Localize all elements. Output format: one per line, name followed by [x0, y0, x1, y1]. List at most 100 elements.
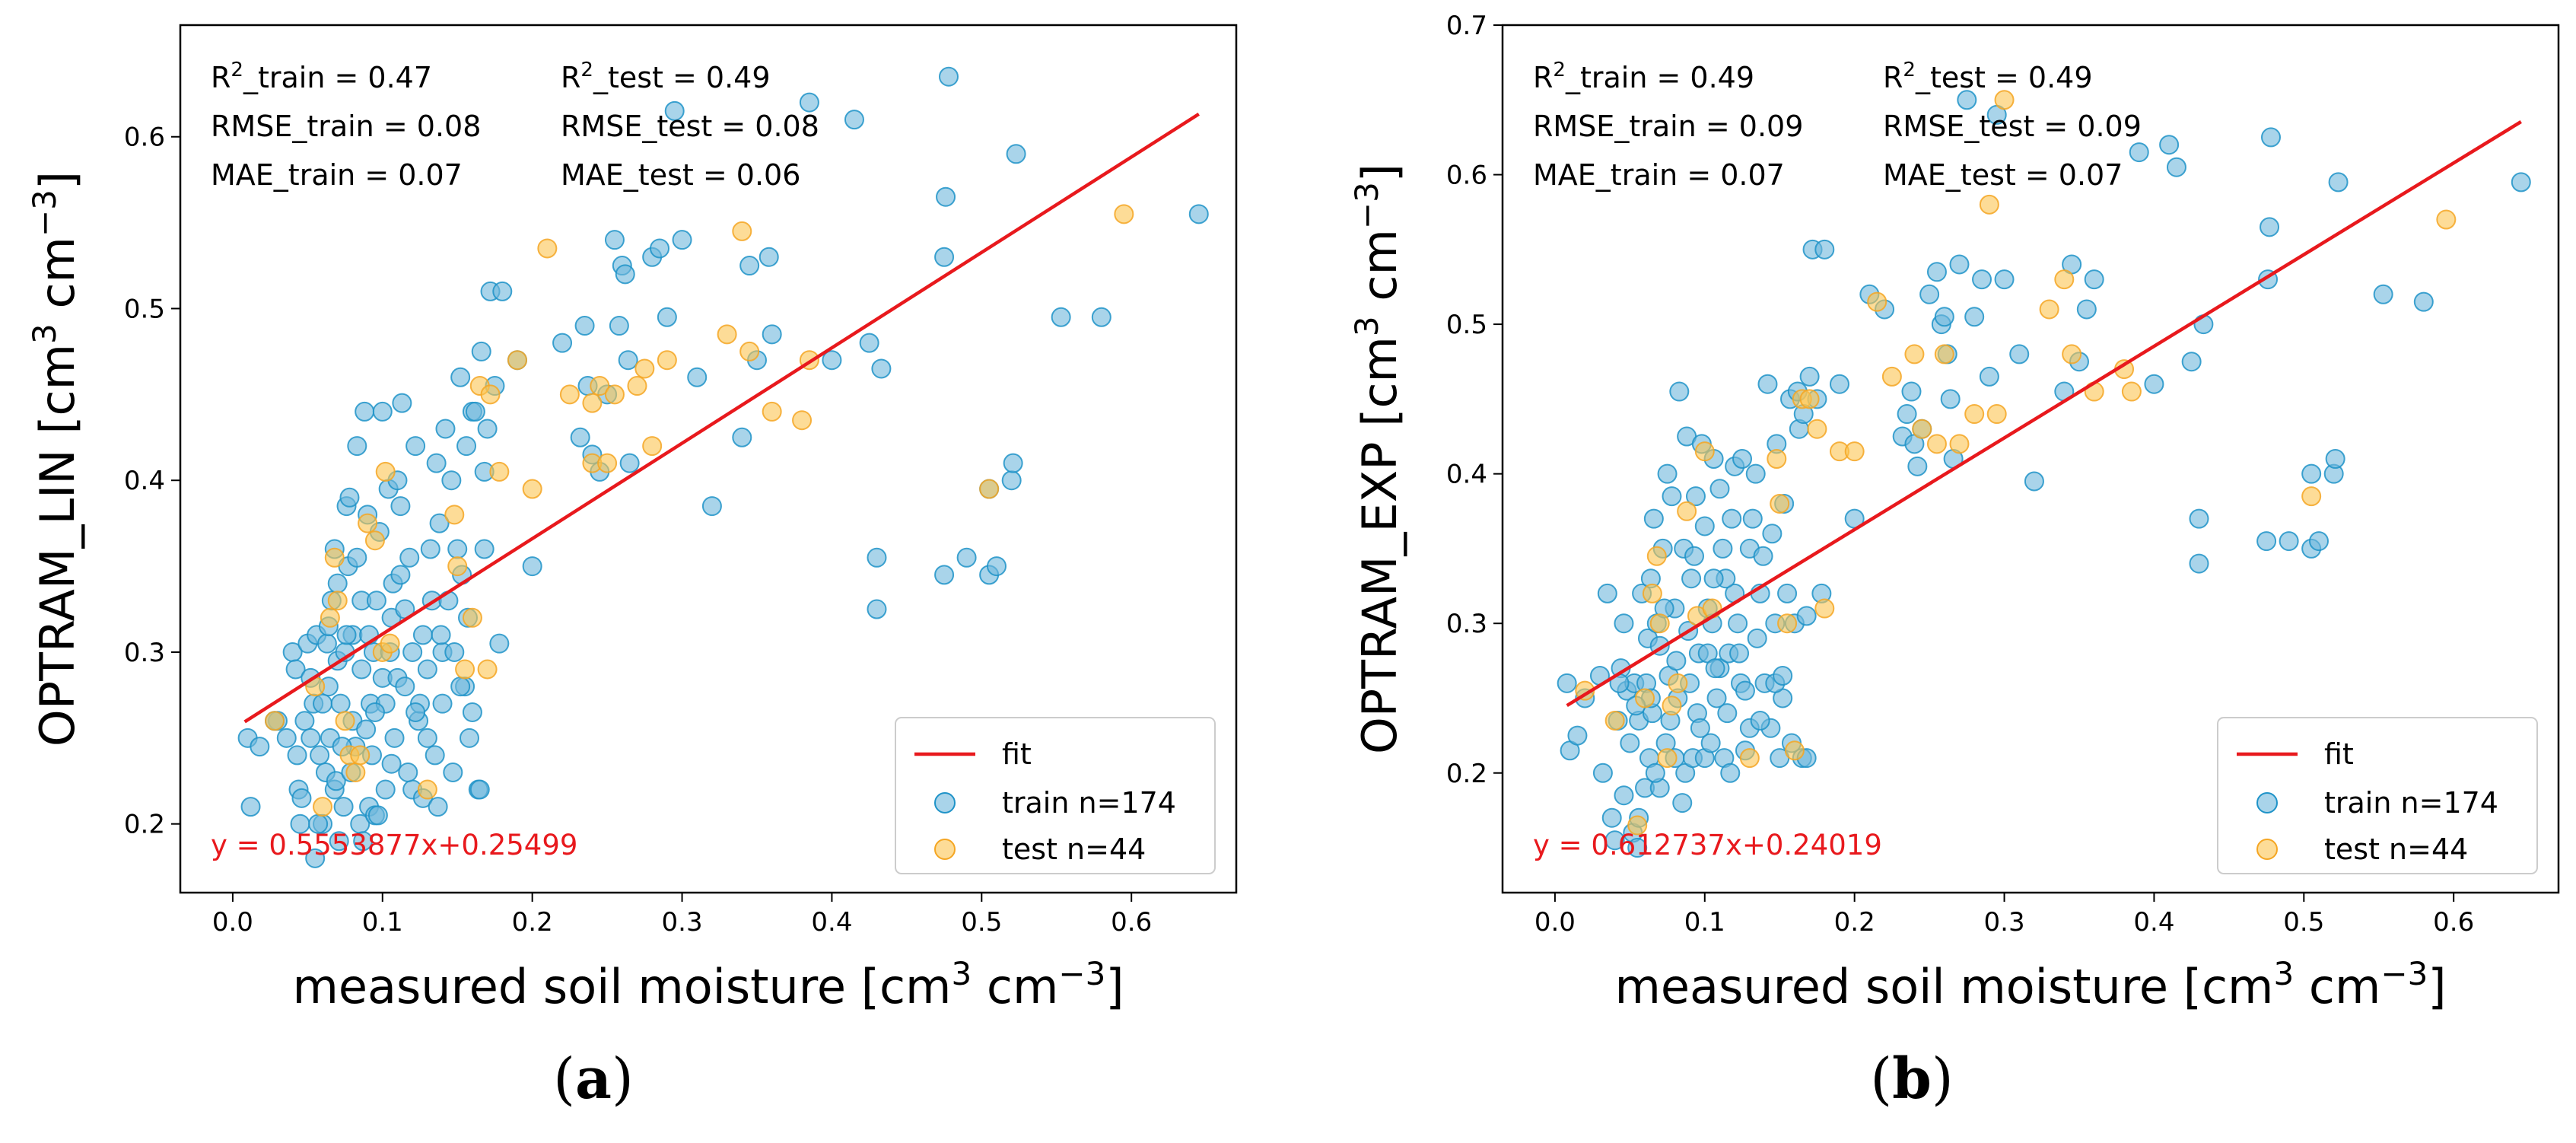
train-point: [1091, 307, 1111, 327]
train-point: [1557, 673, 1577, 693]
train-point: [444, 642, 465, 662]
test-point: [979, 479, 1000, 499]
x-axis-label: measured soil moisture [cm3 cm−3]: [292, 955, 1124, 1014]
train-point: [1957, 90, 1977, 110]
test-point: [1979, 194, 1999, 215]
train-point: [1799, 366, 1820, 387]
train-point: [1814, 239, 1835, 259]
test-point: [327, 591, 348, 611]
train-point: [1681, 568, 1702, 589]
test-point: [1668, 673, 1688, 693]
x-tick-label: 0.1: [1684, 907, 1725, 938]
train-point: [552, 333, 573, 353]
train-point: [310, 745, 330, 766]
train-point: [570, 427, 590, 447]
train-point: [375, 779, 396, 800]
stat-line: RMSE_train = 0.08: [211, 110, 481, 143]
train-point: [356, 719, 377, 740]
test-point: [1114, 204, 1134, 224]
train-point: [471, 341, 491, 361]
y-tick-label: 0.7: [1446, 11, 1487, 41]
x-tick-label: 0.4: [2133, 907, 2174, 938]
train-point: [1717, 703, 1738, 724]
axis-label-superscript: 3: [2273, 955, 2294, 992]
train-point: [447, 539, 468, 559]
train-point: [2159, 135, 2180, 155]
test-point: [1814, 598, 1835, 619]
stat-line: RMSE_test = 0.09: [1883, 110, 2142, 143]
train-point: [1666, 651, 1687, 671]
x-tick-label: 0.1: [362, 907, 403, 938]
train-point: [1672, 793, 1693, 813]
train-point: [934, 247, 955, 267]
test-point: [2121, 381, 2142, 402]
train-point: [372, 401, 393, 422]
train-point: [1703, 568, 1724, 589]
x-tick-label: 0.5: [2283, 907, 2324, 938]
train-point: [664, 100, 685, 121]
train-point: [1051, 307, 1071, 327]
caption-open-paren: (: [553, 1046, 576, 1112]
test-point: [1926, 434, 1947, 454]
x-tick-label: 0.6: [1111, 907, 1152, 938]
plot-frame: [179, 24, 1238, 894]
legend-box: [895, 717, 1216, 874]
train-point: [465, 401, 485, 422]
axis-label-text: ]: [1352, 164, 1407, 182]
train-point: [1614, 785, 1634, 806]
test-point: [1677, 501, 1697, 521]
train-point: [2009, 344, 2030, 365]
panel-caption-b: (b): [1870, 1046, 1954, 1112]
train-point: [2413, 291, 2434, 312]
x-tick-label: 0.0: [212, 907, 253, 938]
stat-text: MAE_train = 0.07: [1533, 158, 1785, 192]
fit-equation: y = 0.5553877x+0.25499: [211, 829, 577, 861]
train-point: [2260, 127, 2281, 148]
y-axis-label: OPTRAM_EXP [cm3 cm−3]: [1348, 164, 1407, 754]
axis-label-text: cm: [2294, 959, 2380, 1014]
stat-text: MAE_train = 0.07: [211, 158, 463, 192]
axis-label-superscript: 3: [26, 323, 63, 344]
legend-label: train n=174: [1002, 786, 1176, 820]
stat-superscript: 2: [1903, 59, 1916, 81]
train-point: [2328, 172, 2349, 193]
train-point: [405, 436, 426, 457]
train-point: [615, 264, 635, 285]
test-point: [313, 797, 333, 817]
train-point: [934, 565, 955, 585]
legend-train-swatch: [934, 792, 956, 813]
test-point: [375, 461, 396, 482]
train-point: [347, 547, 367, 568]
train-point: [477, 419, 498, 439]
stat-superscript: 2: [231, 59, 243, 81]
test-point: [2054, 269, 2075, 290]
train-point: [336, 625, 357, 645]
train-point: [250, 737, 270, 757]
stat-text: R: [561, 61, 580, 94]
train-point: [351, 659, 372, 680]
train-point: [1907, 456, 1928, 476]
legend-label: train n=174: [2324, 786, 2498, 820]
test-point: [1912, 419, 1932, 439]
train-point: [1705, 658, 1725, 679]
train-point: [1753, 546, 1773, 566]
train-point: [425, 745, 445, 766]
train-point: [1940, 389, 1961, 409]
train-point: [420, 539, 440, 559]
chart-panel-a: 0.0 0.1 0.2 0.3 0.4 0.5 0.60.20.30.40.50.6R2_t…: [26, 24, 1238, 1014]
test-point: [1964, 404, 1985, 425]
stat-text: RMSE_train = 0.09: [1533, 110, 1803, 143]
series-test: [1575, 90, 2457, 836]
train-point: [1728, 613, 1748, 634]
train-point: [867, 599, 887, 619]
train-point: [1597, 583, 1617, 603]
train-point: [339, 487, 360, 508]
y-tick-label: 0.6: [1446, 161, 1487, 191]
x-axis-label: measured soil moisture [cm3 cm−3]: [1614, 955, 2446, 1014]
stat-text: MAE_test = 0.06: [561, 158, 800, 192]
test-point: [604, 384, 625, 405]
train-point: [1762, 524, 1783, 544]
legend-test-swatch: [2256, 839, 2278, 860]
